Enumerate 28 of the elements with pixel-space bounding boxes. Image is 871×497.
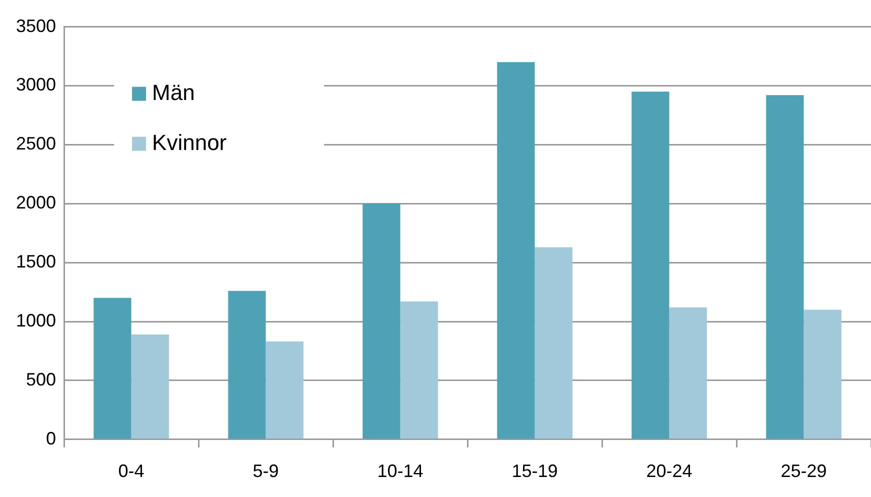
bar [534, 247, 572, 439]
y-tick-label: 2000 [16, 192, 56, 213]
x-tick-label: 10-14 [377, 461, 424, 482]
bar [766, 95, 804, 439]
x-tick-label: 0-4 [118, 461, 144, 482]
bar [131, 334, 169, 439]
y-tick-label: 500 [26, 369, 56, 390]
y-tick-label: 3500 [16, 16, 56, 36]
y-tick-label: 0 [46, 428, 56, 448]
bar [804, 310, 842, 439]
bar [362, 204, 400, 439]
bar [497, 62, 535, 439]
bar [632, 92, 670, 439]
bar [400, 301, 438, 439]
bar [669, 307, 707, 439]
x-tick-label: 25-29 [780, 461, 827, 482]
y-tick-label: 1000 [16, 310, 56, 330]
bar [228, 290, 266, 439]
bar [94, 298, 132, 439]
y-tick-label: 3000 [16, 74, 56, 95]
x-tick-label: 15-19 [512, 461, 558, 482]
legend-label: Män [152, 80, 195, 105]
bar [266, 342, 304, 439]
y-tick-label: 2500 [16, 134, 56, 154]
x-tick-label: 5-9 [252, 461, 279, 482]
y-tick-label: 1500 [16, 252, 56, 272]
x-tick-label: 20-24 [646, 461, 692, 482]
legend-label: Kvinnor [152, 130, 227, 155]
